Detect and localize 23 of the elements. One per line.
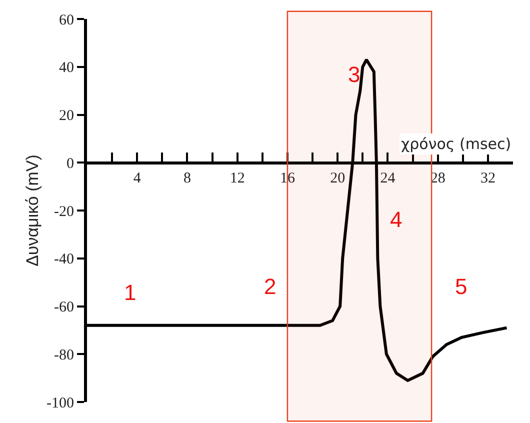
y-tick-label: -40 <box>54 252 74 268</box>
y-tick-label: -20 <box>54 204 74 220</box>
x-tick-label: 24 <box>380 170 396 187</box>
y-tick-label: 0 <box>66 156 74 172</box>
annotation: 3 <box>348 62 360 87</box>
x-tick-label: 12 <box>230 170 245 187</box>
y-tick-label: -80 <box>54 347 74 364</box>
x-axis-title: χρόνος (msec) <box>401 135 512 153</box>
x-tick-label: 8 <box>183 170 191 187</box>
y-tick-label: -60 <box>54 300 74 316</box>
y-axis-title: Δυναμικό (mV) <box>23 154 42 266</box>
annotation: 1 <box>124 280 136 305</box>
y-tick-label: 60 <box>59 12 74 28</box>
annotation: 5 <box>455 274 468 299</box>
annotation: 2 <box>264 274 276 299</box>
x-tick-label: 20 <box>330 170 346 187</box>
x-tick-label: 28 <box>430 170 446 187</box>
x-tick-label: 4 <box>133 170 142 187</box>
y-tick-label: -100 <box>46 395 74 412</box>
x-tick-label: 32 <box>480 170 496 187</box>
y-tick-label: 20 <box>59 108 74 124</box>
annotation: 4 <box>390 207 402 232</box>
y-tick-label: 40 <box>59 60 74 76</box>
